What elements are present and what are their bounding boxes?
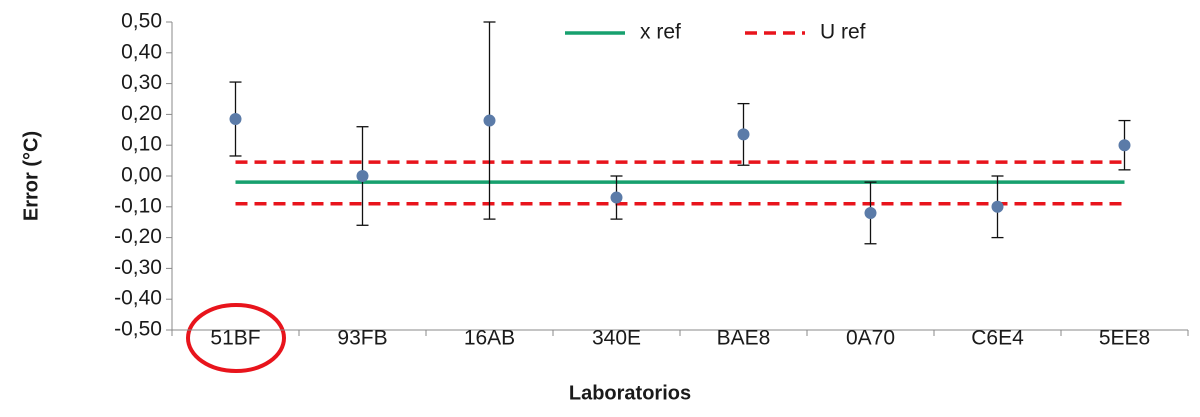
point	[483, 114, 496, 127]
y-tick-label: 0,50	[121, 10, 162, 33]
point	[229, 113, 242, 126]
point	[610, 191, 623, 204]
x-tick-label: 0A70	[846, 327, 895, 350]
y-tick-label: 0,10	[121, 133, 162, 156]
x-tick-label: BAE8	[717, 327, 771, 350]
y-tick-label: 0,00	[121, 164, 162, 187]
x-axis-title: Laboratorios	[569, 382, 691, 404]
y-tick-label: 0,30	[121, 71, 162, 94]
x-tick-label: 16AB	[464, 327, 515, 350]
x-tick-label: 51BF	[210, 327, 260, 350]
x-tick-label: 340E	[592, 327, 641, 350]
x-tick-label: 5EE8	[1099, 327, 1150, 350]
x-tick-label: C6E4	[971, 327, 1024, 350]
legend-label: x ref	[640, 21, 681, 44]
y-tick-label: -0,30	[114, 256, 162, 279]
y-tick-label: 0,20	[121, 102, 162, 125]
point	[864, 206, 877, 219]
y-tick-label: -0,10	[114, 194, 162, 217]
point	[356, 170, 369, 182]
point	[991, 200, 1004, 213]
y-tick-label: -0,20	[114, 225, 162, 248]
y-tick-label: -0,40	[114, 287, 162, 310]
y-tick-label: 0,40	[121, 40, 162, 63]
legend-label: U ref	[820, 21, 866, 44]
highlight-circle	[186, 303, 286, 373]
point	[737, 128, 750, 141]
y-axis-title: Error (°C)	[20, 131, 42, 221]
point	[1118, 139, 1131, 152]
y-tick-label: -0,50	[114, 318, 162, 341]
x-tick-label: 93FB	[337, 327, 387, 350]
